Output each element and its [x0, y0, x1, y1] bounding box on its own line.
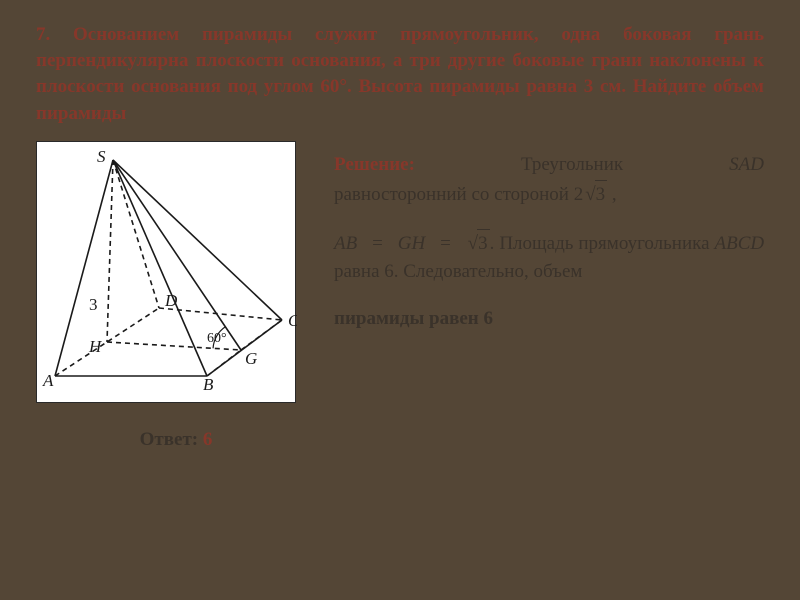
solution-heading: Решение:	[334, 154, 415, 175]
problem-statement: 7. Основанием пирамиды служит прямоуголь…	[36, 22, 764, 127]
svg-text:A: A	[42, 371, 54, 390]
solution-p1b: равносторонний со стороной 23 ,	[334, 180, 764, 209]
pyramid-figure: 60° 3 A B C D S H G	[36, 141, 296, 403]
svg-text:B: B	[203, 375, 214, 394]
sol2f: ABCD	[715, 233, 765, 254]
solution-p2: AB = GH = 3. Площадь прямоугольника ABCD…	[334, 229, 764, 285]
svg-text:C: C	[288, 311, 297, 330]
sol2d: =	[440, 233, 451, 254]
sol-side: 23	[574, 184, 607, 205]
svg-text:D: D	[164, 291, 178, 310]
svg-text:3: 3	[89, 295, 98, 314]
slide: 7. Основанием пирамиды служит прямоуголь…	[0, 0, 800, 600]
sol1b: SAD	[729, 154, 764, 175]
svg-text:60°: 60°	[207, 331, 227, 346]
solution-p1: Решение: Треугольник SAD	[334, 151, 764, 179]
answer-value: 6	[203, 429, 213, 450]
solution-column: Решение: Треугольник SAD равносторонний …	[334, 141, 764, 333]
answer-label: Ответ:	[140, 429, 198, 450]
solution-p3: пирамиды равен 6	[334, 305, 764, 333]
sol1a: Треугольник	[521, 154, 623, 175]
sol2g: равна 6. Следовательно, объем	[334, 261, 582, 282]
content-row: 60°3ABCDSHG Ответ: 6 Решение: Треугольни…	[36, 141, 764, 451]
sol2b: =	[372, 233, 383, 254]
sol2c: GH	[398, 233, 425, 254]
answer-line: Ответ: 6	[36, 429, 316, 451]
sol-ab: 3.	[466, 233, 495, 254]
svg-text:S: S	[97, 147, 106, 166]
problem-text: Основанием пирамиды служит прямоугольник…	[36, 24, 764, 124]
pyramid-svg: 60° 3 A B C D S H G	[37, 142, 297, 404]
figure-column: 60° 3 A B C D S H G Ответ: 6	[36, 141, 316, 451]
svg-text:H: H	[88, 337, 103, 356]
sol3: пирамиды равен 6	[334, 308, 493, 329]
sol2e: Площадь прямоугольника	[499, 233, 709, 254]
sol1c: равносторонний со стороной	[334, 184, 569, 205]
svg-text:G: G	[245, 349, 257, 368]
problem-number: 7.	[36, 24, 50, 45]
sol2a: AB	[334, 233, 357, 254]
